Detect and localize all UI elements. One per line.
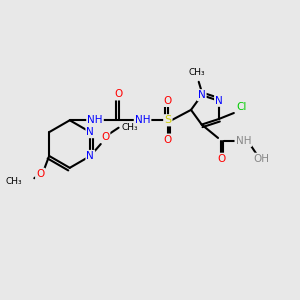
Text: NH: NH (87, 115, 103, 125)
Text: CH₃: CH₃ (189, 68, 206, 77)
Text: O: O (115, 89, 123, 99)
Text: O: O (36, 169, 44, 179)
Text: N: N (198, 90, 206, 100)
Text: NH: NH (236, 136, 251, 146)
Text: CH₃: CH₃ (122, 123, 138, 132)
Text: N: N (215, 96, 223, 106)
Text: CH₃: CH₃ (6, 177, 22, 186)
Text: O: O (164, 96, 172, 106)
Text: O: O (217, 154, 225, 164)
Text: OH: OH (253, 154, 269, 164)
Text: S: S (164, 115, 171, 125)
Text: Cl: Cl (236, 102, 247, 112)
Text: N: N (86, 151, 94, 161)
Text: NH: NH (135, 115, 150, 125)
Text: N: N (86, 127, 94, 137)
Text: O: O (164, 135, 172, 145)
Text: O: O (101, 132, 109, 142)
